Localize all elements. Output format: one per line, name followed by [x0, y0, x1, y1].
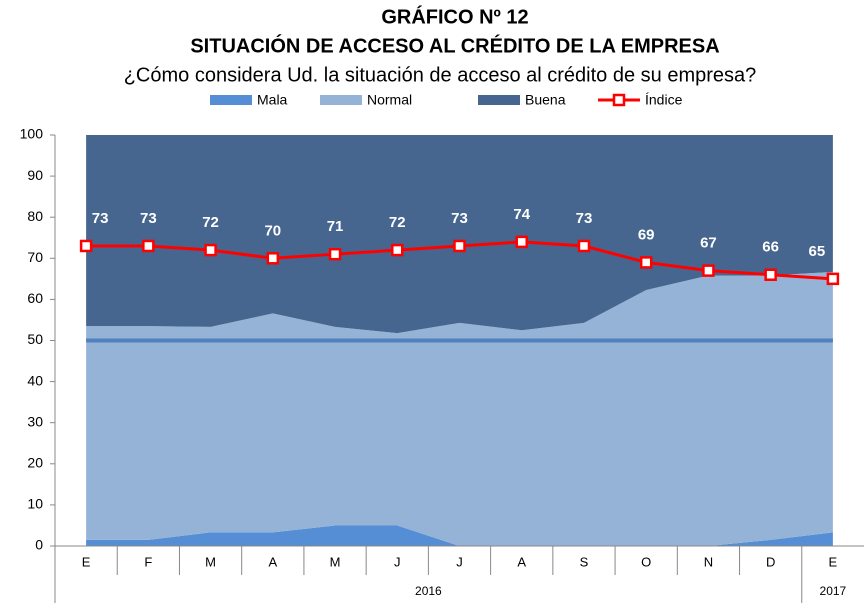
- legend-swatch: [478, 95, 520, 105]
- marker: [826, 272, 840, 286]
- chart-title: GRÁFICO Nº 12: [381, 5, 528, 28]
- marker: [204, 243, 217, 257]
- x-tick-label: D: [766, 554, 775, 569]
- x-tick-label: N: [704, 554, 713, 569]
- x-tick-label: S: [580, 554, 589, 569]
- y-tick-label: 60: [27, 290, 43, 306]
- marker: [391, 243, 404, 257]
- x-tick-label: A: [517, 554, 526, 569]
- legend-label: Normal: [367, 92, 412, 108]
- chart-subtitle: SITUACIÓN DE ACCESO AL CRÉDITO DE LA EMP…: [190, 33, 719, 57]
- legend-marker: [612, 93, 626, 107]
- value-label: 66: [762, 239, 779, 256]
- marker: [515, 235, 528, 249]
- marker: [577, 239, 591, 253]
- value-label: 73: [576, 210, 593, 227]
- legend-swatch: [320, 95, 362, 105]
- value-label: 69: [638, 226, 655, 243]
- value-label: 65: [809, 243, 826, 260]
- value-label: 70: [264, 222, 281, 239]
- y-tick-label: 90: [27, 167, 43, 183]
- x-tick-label: F: [144, 554, 152, 569]
- value-label: 72: [202, 214, 219, 231]
- y-tick-label: 20: [27, 455, 43, 471]
- y-tick-label: 50: [27, 331, 43, 347]
- x-tick-label: E: [82, 554, 91, 569]
- value-label: 74: [513, 206, 530, 223]
- x-group-label: 2017: [820, 584, 847, 598]
- marker: [266, 252, 280, 265]
- y-tick-label: 0: [35, 537, 43, 553]
- y-tick-label: 30: [27, 413, 43, 429]
- value-label: 73: [451, 210, 468, 227]
- marker: [328, 247, 342, 261]
- x-tick-label: J: [456, 554, 463, 569]
- x-tick-label: M: [330, 554, 341, 569]
- legend-label: Buena: [525, 92, 566, 108]
- x-tick-label: J: [394, 554, 401, 569]
- marker: [764, 268, 777, 281]
- value-label: 73: [92, 210, 109, 227]
- y-tick-label: 40: [27, 372, 43, 388]
- legend-label: Índice: [645, 92, 683, 108]
- legend-swatch: [210, 95, 252, 105]
- y-tick-label: 80: [27, 208, 43, 224]
- marker: [142, 239, 155, 253]
- marker: [453, 239, 466, 253]
- value-label: 67: [700, 235, 717, 252]
- x-tick-label: O: [641, 554, 651, 569]
- x-tick-label: E: [829, 554, 838, 569]
- value-label: 71: [327, 218, 344, 235]
- x-group-label: 2016: [415, 584, 442, 598]
- area: [86, 135, 833, 334]
- marker: [639, 256, 653, 269]
- x-tick-label: A: [268, 554, 277, 569]
- value-label: 72: [389, 214, 406, 231]
- marker: [79, 239, 93, 253]
- area: [86, 525, 833, 546]
- legend-label: Mala: [257, 92, 288, 108]
- marker: [702, 264, 715, 277]
- y-tick-label: 70: [27, 249, 43, 265]
- value-label: 73: [140, 210, 157, 227]
- y-tick-label: 100: [20, 126, 44, 142]
- x-tick-label: M: [205, 554, 216, 569]
- y-tick-label: 10: [27, 496, 43, 512]
- chart-question: ¿Cómo considera Ud. la situación de acce…: [124, 64, 757, 86]
